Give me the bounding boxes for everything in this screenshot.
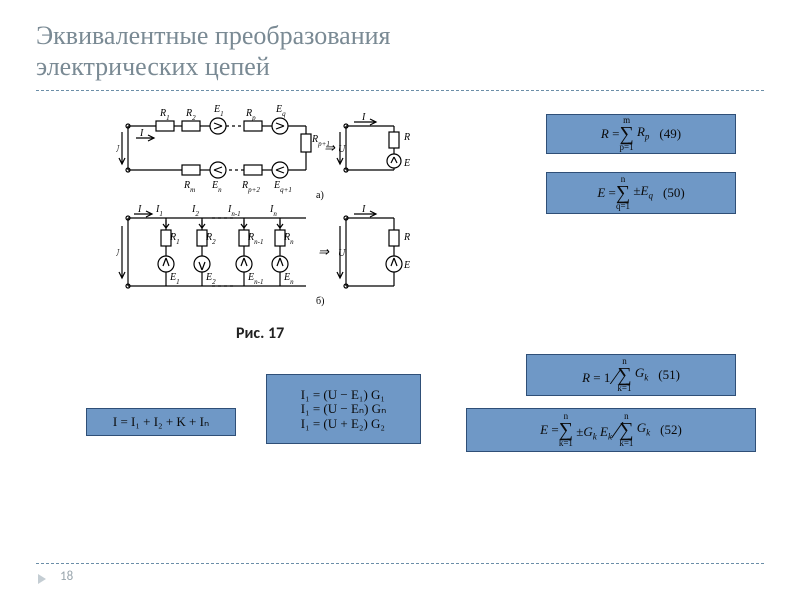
- equation-line: I₁ = (U − Eₙ) Gₙ: [301, 402, 387, 416]
- svg-text:U: U: [116, 144, 120, 155]
- svg-text:R2: R2: [185, 108, 196, 122]
- content-area: R1 R2 E1 Rp Eq Rp+1 Rm En Rp+2 Eq+1 U I …: [36, 96, 764, 556]
- svg-text:I1: I1: [155, 204, 163, 218]
- svg-text:Rp: Rp: [245, 108, 256, 122]
- equation-52: E = n∑k=1 ±Gk Ek ⁄ n∑k=1 Gk (52): [466, 408, 756, 452]
- equation-I: I = I₁ + I₂ + K + Iₙ: [86, 408, 236, 436]
- svg-text:Rp+2: Rp+2: [241, 180, 260, 194]
- svg-text:а): а): [316, 190, 324, 201]
- chevron-icon: [36, 572, 50, 586]
- equation-line: I₁ = (U − E₁) G₁: [301, 388, 385, 402]
- circuit-diagram: R1 R2 E1 Rp Eq Rp+1 Rm En Rp+2 Eq+1 U I …: [116, 98, 516, 318]
- svg-text:I: I: [361, 204, 366, 215]
- equation-50: E = n∑q=1 ±Eq (50): [546, 172, 736, 214]
- svg-text:U: U: [116, 248, 120, 259]
- equation-number: (49): [659, 127, 681, 141]
- svg-text:I: I: [361, 112, 366, 123]
- equation-51: R = 1 ⁄ n∑k=1 Gk (51): [526, 354, 736, 396]
- svg-text:I2: I2: [191, 204, 199, 218]
- divider-bottom: [36, 563, 764, 564]
- svg-text:E: E: [403, 260, 410, 271]
- svg-text:En: En: [283, 272, 294, 286]
- svg-text:Eq: Eq: [275, 104, 286, 118]
- svg-text:⇒: ⇒: [318, 244, 330, 259]
- svg-text:E1: E1: [169, 272, 180, 286]
- svg-text:In: In: [269, 204, 277, 218]
- svg-text:⇒: ⇒: [324, 140, 336, 155]
- equation-text: I = I₁ + I₂ + K + Iₙ: [113, 415, 209, 429]
- svg-text:Rm: Rm: [183, 180, 195, 194]
- equation-line: I₁ = (U + E₂) G₂: [301, 417, 385, 431]
- svg-text:I: I: [137, 204, 142, 215]
- divider-top: [36, 90, 764, 91]
- svg-text:U: U: [338, 248, 346, 259]
- svg-text:R: R: [403, 232, 410, 243]
- equation-number: (51): [658, 368, 680, 382]
- svg-text:En: En: [211, 180, 222, 194]
- svg-text:Eq+1: Eq+1: [273, 180, 292, 194]
- svg-text:E1: E1: [213, 104, 224, 118]
- slide-title: Эквивалентные преобразования электрическ…: [36, 20, 764, 82]
- equation-number: (50): [663, 186, 685, 200]
- equation-49: R = m∑p=1 Rp (49): [546, 114, 736, 154]
- svg-text:R: R: [403, 132, 410, 143]
- svg-text:б): б): [316, 296, 324, 307]
- svg-text:E: E: [403, 158, 410, 169]
- svg-text:E2: E2: [205, 272, 216, 286]
- svg-text:In-1: In-1: [227, 204, 241, 218]
- page-number: 18: [60, 569, 73, 584]
- equation-I1: I₁ = (U − E₁) G₁ I₁ = (U − Eₙ) Gₙ I₁ = (…: [266, 374, 421, 444]
- svg-text:I: I: [139, 128, 144, 139]
- svg-text:R1: R1: [159, 108, 170, 122]
- svg-text:U: U: [338, 144, 346, 155]
- svg-text:En-1: En-1: [247, 272, 263, 286]
- figure-caption: Рис. 17: [236, 324, 284, 343]
- equation-number: (52): [660, 423, 682, 437]
